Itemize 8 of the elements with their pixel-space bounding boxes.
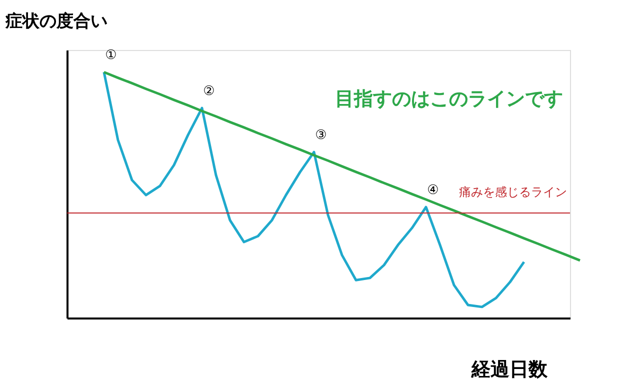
ref-line-label: 痛みを感じるライン — [459, 185, 567, 200]
annotation: ③ — [315, 128, 327, 143]
annotation: ④ — [427, 182, 439, 198]
annotation: ② — [203, 84, 215, 99]
annotation: 目指すのはこのラインです — [334, 88, 563, 110]
y-axis-title: 症状の度合い — [4, 12, 108, 32]
x-axis-title: 経過日数 — [470, 358, 548, 380]
text: ① — [105, 48, 117, 63]
